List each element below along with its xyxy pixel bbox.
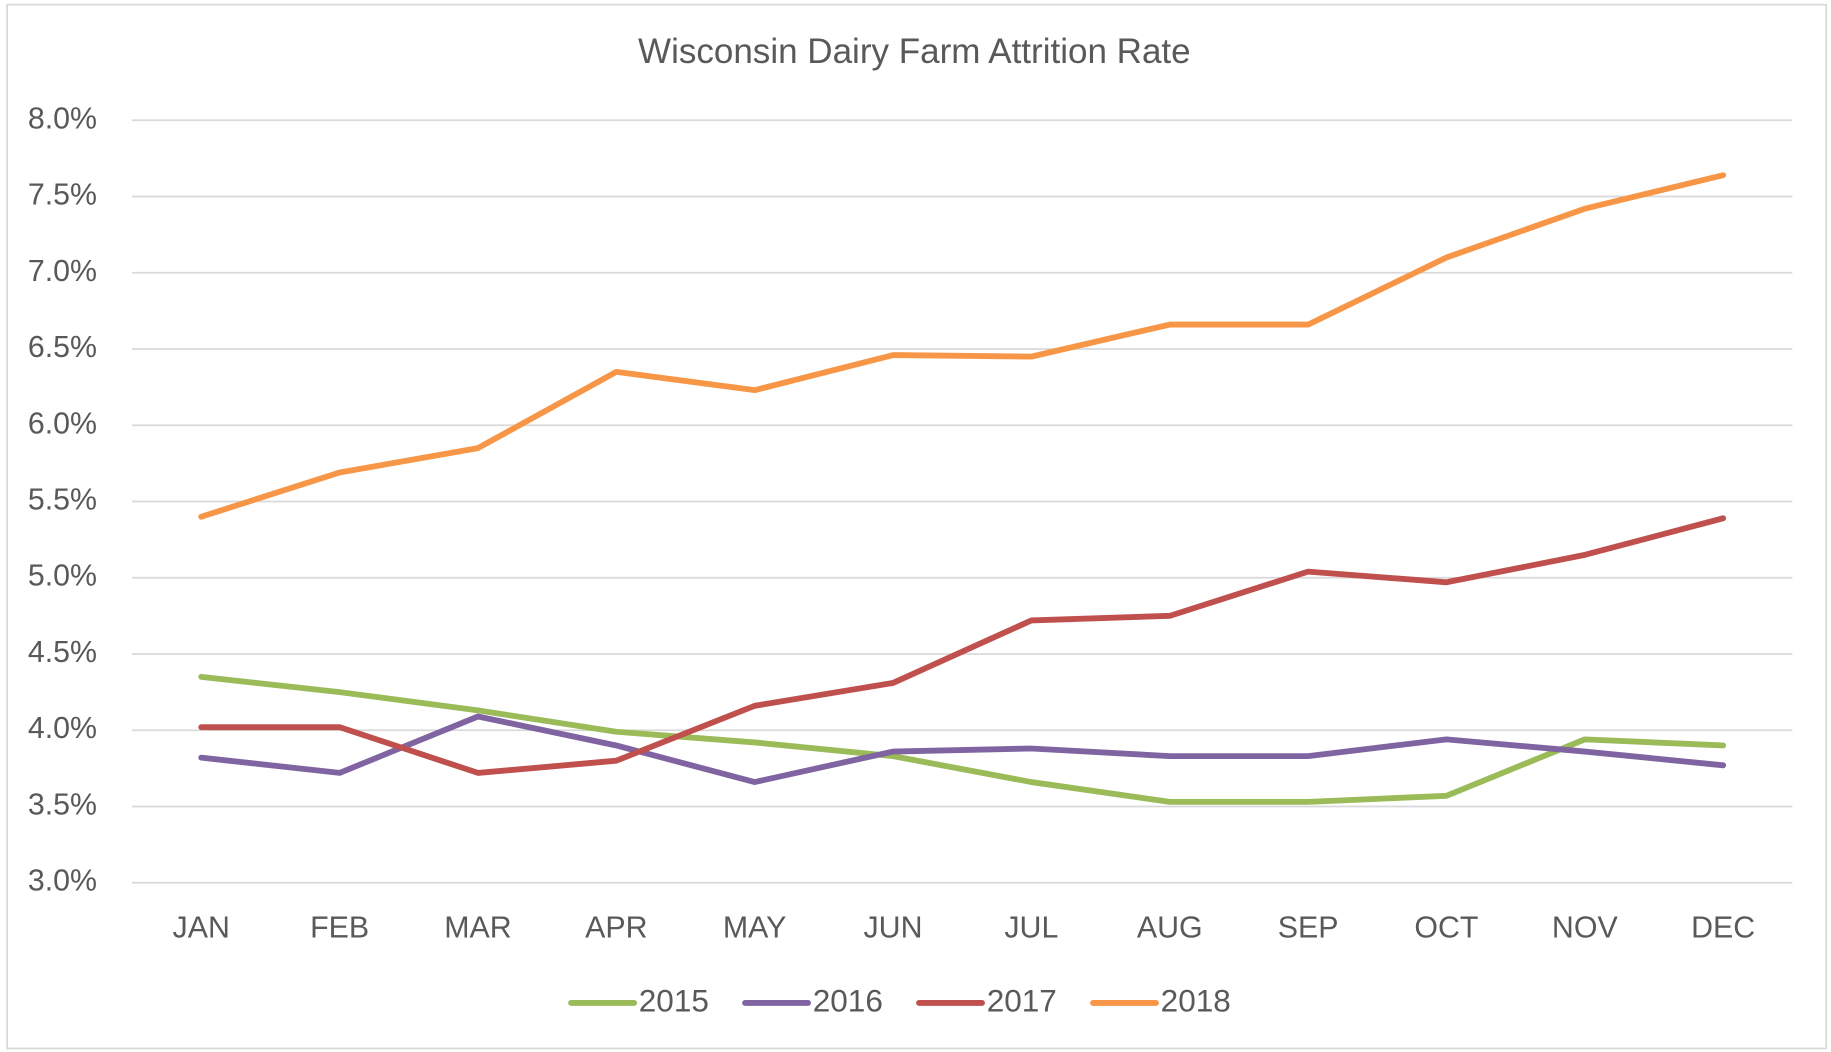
x-tick-label: JAN xyxy=(173,911,230,944)
y-tick-label: 3.5% xyxy=(28,788,97,821)
y-tick-label: 4.5% xyxy=(28,636,97,669)
x-tick-label: JUN xyxy=(864,911,923,944)
chart-border xyxy=(6,3,1828,1050)
series-line xyxy=(198,515,1727,776)
series-line xyxy=(198,673,1727,805)
legend-label: 2018 xyxy=(1161,982,1231,1018)
y-tick-label: 6.5% xyxy=(28,331,97,364)
x-tick-label: SEP xyxy=(1278,911,1339,944)
x-tick-label: AUG xyxy=(1137,911,1203,944)
x-tick-label: APR xyxy=(585,911,647,944)
legend-label: 2016 xyxy=(813,982,883,1018)
y-tick-label: 4.0% xyxy=(28,712,97,745)
y-tick-label: 6.0% xyxy=(28,407,97,440)
legend-label: 2015 xyxy=(639,982,709,1018)
x-tick-label: NOV xyxy=(1552,911,1619,944)
x-tick-label: MAR xyxy=(444,911,511,944)
legend-label: 2017 xyxy=(987,982,1057,1018)
x-tick-label: DEC xyxy=(1691,911,1755,944)
series-line xyxy=(198,713,1727,785)
y-tick-label: 8.0% xyxy=(28,102,97,135)
x-tick-label: OCT xyxy=(1414,911,1478,944)
y-tick-label: 7.5% xyxy=(28,179,97,212)
y-tick-label: 7.0% xyxy=(28,255,97,288)
plot xyxy=(198,172,1727,805)
chart-title: Wisconsin Dairy Farm Attrition Rate xyxy=(638,32,1191,71)
x-tick-label: MAY xyxy=(723,911,787,944)
x-tick-label: JUL xyxy=(1004,911,1058,944)
legend: 2015 2016 2017 2018 xyxy=(568,982,1231,1018)
y-tick-label: 5.5% xyxy=(28,483,97,516)
series-line xyxy=(198,172,1727,520)
x-tick-label: FEB xyxy=(310,911,369,944)
y-tick-label: 5.0% xyxy=(28,560,97,593)
y-tick-label: 3.0% xyxy=(28,865,97,898)
